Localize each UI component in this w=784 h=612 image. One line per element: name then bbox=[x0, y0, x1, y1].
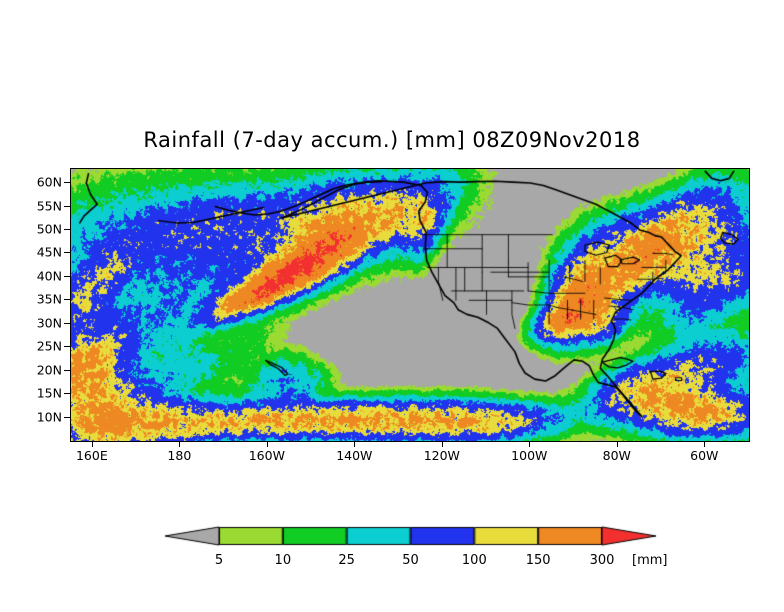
y-axis-tick-label: 10N bbox=[36, 409, 62, 425]
colorbar-tick-label: 10 bbox=[274, 553, 292, 568]
y-axis-tick-label: 15N bbox=[36, 385, 62, 401]
x-axis-tick-mark bbox=[92, 441, 93, 447]
colorbar-tick-label: 5 bbox=[214, 553, 224, 568]
y-axis-tick-label: 60N bbox=[36, 174, 62, 190]
precipitation-heatmap-canvas bbox=[71, 169, 749, 441]
x-axis-tick-label: 100W bbox=[511, 448, 548, 463]
x-axis-tick-label: 60W bbox=[690, 448, 719, 463]
y-axis-tick-label: 30N bbox=[36, 315, 62, 331]
colorbar-tick-label: 25 bbox=[338, 553, 355, 568]
x-axis-tick-label: 140W bbox=[336, 448, 373, 463]
y-axis-tick-mark bbox=[64, 370, 70, 371]
y-axis-tick-label: 55N bbox=[36, 198, 62, 214]
x-axis-tick-label: 120W bbox=[423, 448, 460, 463]
colorbar: 5 10 25 50 100 150 300 [mm] bbox=[0, 515, 784, 585]
y-axis-tick-mark bbox=[64, 276, 70, 277]
x-axis-tick-mark bbox=[704, 441, 705, 447]
y-axis-tick-label: 25N bbox=[36, 338, 62, 354]
x-axis-tick-label: 160W bbox=[248, 448, 285, 463]
y-axis-tick-mark bbox=[64, 346, 70, 347]
y-axis-tick-mark bbox=[64, 323, 70, 324]
y-axis-tick-label: 45N bbox=[36, 244, 62, 260]
colorbar-tick-label: 300 bbox=[589, 553, 615, 568]
x-axis-tick-mark bbox=[267, 441, 268, 447]
y-axis-tick-mark bbox=[64, 417, 70, 418]
y-axis-tick-label: 50N bbox=[36, 221, 62, 237]
x-axis-tick-mark bbox=[179, 441, 180, 447]
colorbar-tick-label: 100 bbox=[461, 553, 487, 568]
x-axis-tick-mark bbox=[617, 441, 618, 447]
colorbar-tick-label: 150 bbox=[525, 553, 551, 568]
colorbar-swatches bbox=[0, 515, 784, 560]
y-axis-tick-mark bbox=[64, 206, 70, 207]
colorbar-tick-label: 50 bbox=[402, 553, 419, 568]
y-axis-tick-label: 20N bbox=[36, 362, 62, 378]
colorbar-units-label: [mm] bbox=[632, 553, 668, 568]
y-axis-tick-label: 40N bbox=[36, 268, 62, 284]
y-axis-tick-mark bbox=[64, 182, 70, 183]
x-axis-tick-label: 180 bbox=[167, 448, 192, 463]
y-axis-tick-mark bbox=[64, 229, 70, 230]
x-axis-tick-label: 80W bbox=[602, 448, 631, 463]
x-axis-tick-label: 160E bbox=[75, 448, 108, 463]
x-axis-tick-mark bbox=[442, 441, 443, 447]
y-axis-tick-mark bbox=[64, 252, 70, 253]
y-axis-tick-mark bbox=[64, 393, 70, 394]
y-axis-tick-mark bbox=[64, 299, 70, 300]
x-axis-tick-mark bbox=[354, 441, 355, 447]
map-plot-area bbox=[70, 168, 750, 442]
x-axis-tick-mark bbox=[529, 441, 530, 447]
y-axis-tick-label: 35N bbox=[36, 291, 62, 307]
page-title: Rainfall (7-day accum.) [mm] 08Z09Nov201… bbox=[143, 128, 641, 152]
